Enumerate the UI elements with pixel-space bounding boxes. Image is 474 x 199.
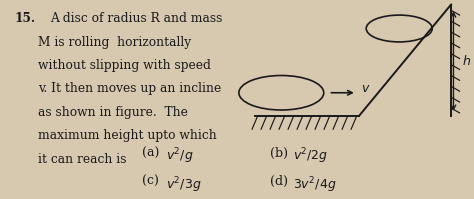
Text: without slipping with speed: without slipping with speed bbox=[38, 59, 211, 72]
Text: maximum height upto which: maximum height upto which bbox=[38, 129, 217, 142]
Text: $h$: $h$ bbox=[462, 54, 471, 68]
Text: 15.: 15. bbox=[15, 12, 36, 25]
Text: (b): (b) bbox=[270, 146, 292, 159]
Text: it can reach is: it can reach is bbox=[38, 153, 127, 166]
Text: $v$: $v$ bbox=[362, 82, 371, 96]
Text: $v^2/3g$: $v^2/3g$ bbox=[166, 175, 201, 195]
Text: v. It then moves up an incline: v. It then moves up an incline bbox=[38, 82, 222, 95]
Text: M is rolling  horizontally: M is rolling horizontally bbox=[38, 36, 191, 49]
Text: as shown in figure.  The: as shown in figure. The bbox=[38, 106, 188, 119]
Text: A disc of radius R and mass: A disc of radius R and mass bbox=[50, 12, 223, 25]
Text: (a): (a) bbox=[142, 146, 164, 159]
Text: (d): (d) bbox=[270, 175, 292, 188]
Text: $3v^2/4g$: $3v^2/4g$ bbox=[293, 175, 337, 195]
Text: (c): (c) bbox=[142, 175, 163, 188]
Text: $v^2/g$: $v^2/g$ bbox=[166, 146, 193, 166]
Text: $v^2/2g$: $v^2/2g$ bbox=[293, 146, 328, 166]
